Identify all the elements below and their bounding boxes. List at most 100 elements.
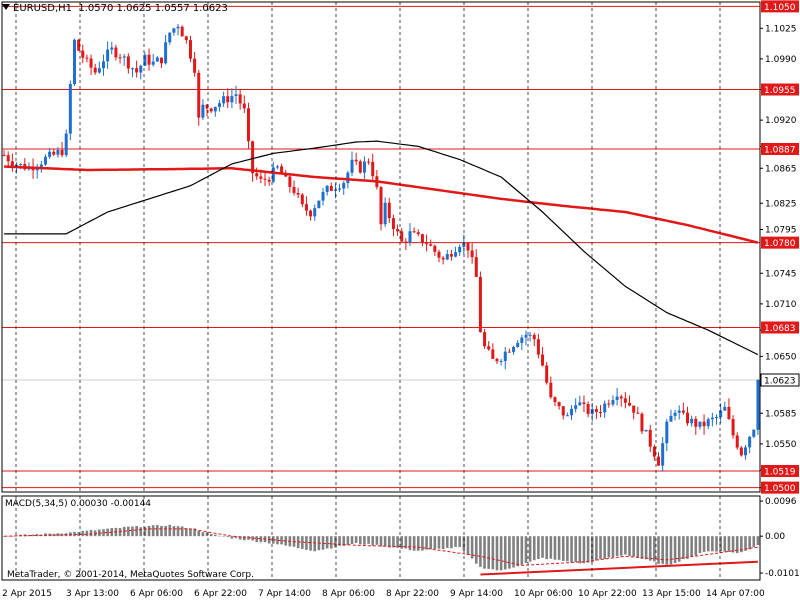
candle-body — [669, 415, 673, 422]
candle-body — [118, 57, 122, 59]
macd-histogram-bar — [135, 525, 138, 537]
time-tick-label: 13 Apr 15:00 — [642, 589, 701, 599]
level-label-box — [761, 481, 799, 494]
macd-histogram-bar — [624, 536, 627, 555]
candle-body — [350, 159, 354, 173]
candle-body — [491, 349, 495, 359]
macd-histogram-bar — [590, 536, 594, 563]
macd-histogram-bar — [599, 536, 602, 560]
macd-histogram-bar — [644, 536, 648, 560]
macd-histogram-bar — [437, 536, 441, 549]
macd-histogram-bar — [466, 536, 470, 555]
macd-trendline — [480, 560, 758, 576]
macd-histogram-bar — [354, 536, 358, 543]
dropdown-arrow-icon — [2, 4, 10, 10]
slow-moving-average-line — [4, 165, 759, 244]
time-tick-label: 10 Apr 22:00 — [578, 589, 637, 599]
macd-tick-label: 0.0096 — [765, 497, 797, 507]
candle-body — [358, 161, 362, 173]
candle-body — [565, 415, 569, 417]
price-frame — [1, 1, 761, 493]
candle-body — [97, 68, 101, 73]
macd-histogram-bar — [305, 536, 308, 550]
candle-body — [404, 241, 408, 243]
candle-body — [367, 161, 371, 163]
macd-histogram-bar — [193, 528, 196, 537]
candle-body — [449, 254, 453, 257]
candle-body — [648, 429, 652, 447]
macd-histogram-bar — [508, 536, 511, 569]
candle-body — [238, 94, 242, 104]
candle-body — [458, 246, 462, 253]
macd-histogram-bar — [528, 536, 532, 562]
level-label: 1.0500 — [764, 484, 796, 494]
candle-body — [420, 234, 424, 244]
candle-body — [52, 151, 56, 155]
macd-histogram-bar — [416, 536, 420, 551]
candle-body — [520, 337, 524, 343]
macd-panel[interactable] — [2, 524, 760, 576]
macd-histogram-bar — [520, 536, 524, 565]
macd-histogram-bar — [553, 536, 557, 560]
price-panel[interactable] — [2, 5, 760, 489]
candle-body — [362, 161, 366, 173]
price-tick-label: 1.0990 — [765, 55, 797, 65]
macd-histogram-bar — [151, 525, 155, 537]
candle-body — [545, 365, 549, 383]
candle-body — [197, 72, 201, 118]
candle-body — [574, 405, 578, 409]
macd-histogram-bar — [392, 536, 395, 548]
candle-body — [396, 229, 400, 232]
macd-histogram-bar — [756, 536, 760, 546]
candle-body — [234, 94, 238, 97]
macd-histogram-bar — [661, 536, 664, 564]
candle-body — [304, 204, 308, 211]
candle-body — [698, 421, 702, 427]
macd-header: MACD(5,34,5) 0.00030 -0.00144 — [5, 499, 152, 509]
candle-body — [271, 167, 275, 182]
candle-body — [263, 178, 267, 180]
candle-body — [611, 400, 615, 405]
candle-body — [284, 174, 288, 177]
macd-histogram-bar — [673, 536, 677, 564]
macd-histogram-bar — [706, 536, 710, 552]
macd-histogram-bar — [280, 536, 283, 545]
macd-histogram-bar — [209, 533, 213, 537]
candle-body — [702, 421, 706, 427]
candle-body — [623, 398, 627, 403]
macd-histogram-bar — [176, 526, 180, 537]
macd-histogram-bar — [342, 536, 346, 546]
macd-histogram-bar — [180, 526, 184, 537]
candle-body — [524, 334, 528, 338]
candle-body — [429, 244, 433, 246]
macd-histogram-bar — [470, 536, 474, 559]
macd-histogram-bar — [404, 536, 408, 549]
candle-body — [437, 251, 441, 258]
price-tick-label: 1.0710 — [765, 300, 797, 310]
macd-histogram-bar — [669, 536, 673, 565]
price-tick-label: 1.0920 — [765, 116, 797, 126]
candle-body — [636, 412, 640, 414]
macd-histogram-bar — [197, 530, 201, 537]
macd-histogram-bar — [752, 536, 756, 548]
macd-histogram-bar — [106, 528, 109, 537]
fast-moving-average-line — [4, 140, 759, 356]
macd-histogram-bar — [607, 536, 611, 558]
macd-histogram-bar — [433, 536, 437, 549]
macd-histogram-bar — [139, 527, 143, 537]
time-tick-label: 9 Apr 14:00 — [450, 589, 503, 599]
candle-body — [416, 232, 420, 235]
macd-histogram-bar — [653, 536, 656, 562]
candle-body — [387, 202, 391, 219]
candle-body — [10, 161, 14, 167]
macd-histogram-bar — [690, 536, 693, 557]
macd-histogram-bar — [698, 536, 702, 554]
macd-histogram-bar — [396, 536, 399, 548]
macd-histogram-bar — [143, 526, 147, 537]
candle-body — [570, 408, 574, 416]
macd-histogram-bar — [255, 536, 259, 543]
symbol-label: EURUSD,H1 — [13, 3, 73, 14]
candle-body — [686, 412, 690, 424]
level-label: 1.0519 — [764, 468, 796, 478]
candle-body — [39, 164, 43, 168]
